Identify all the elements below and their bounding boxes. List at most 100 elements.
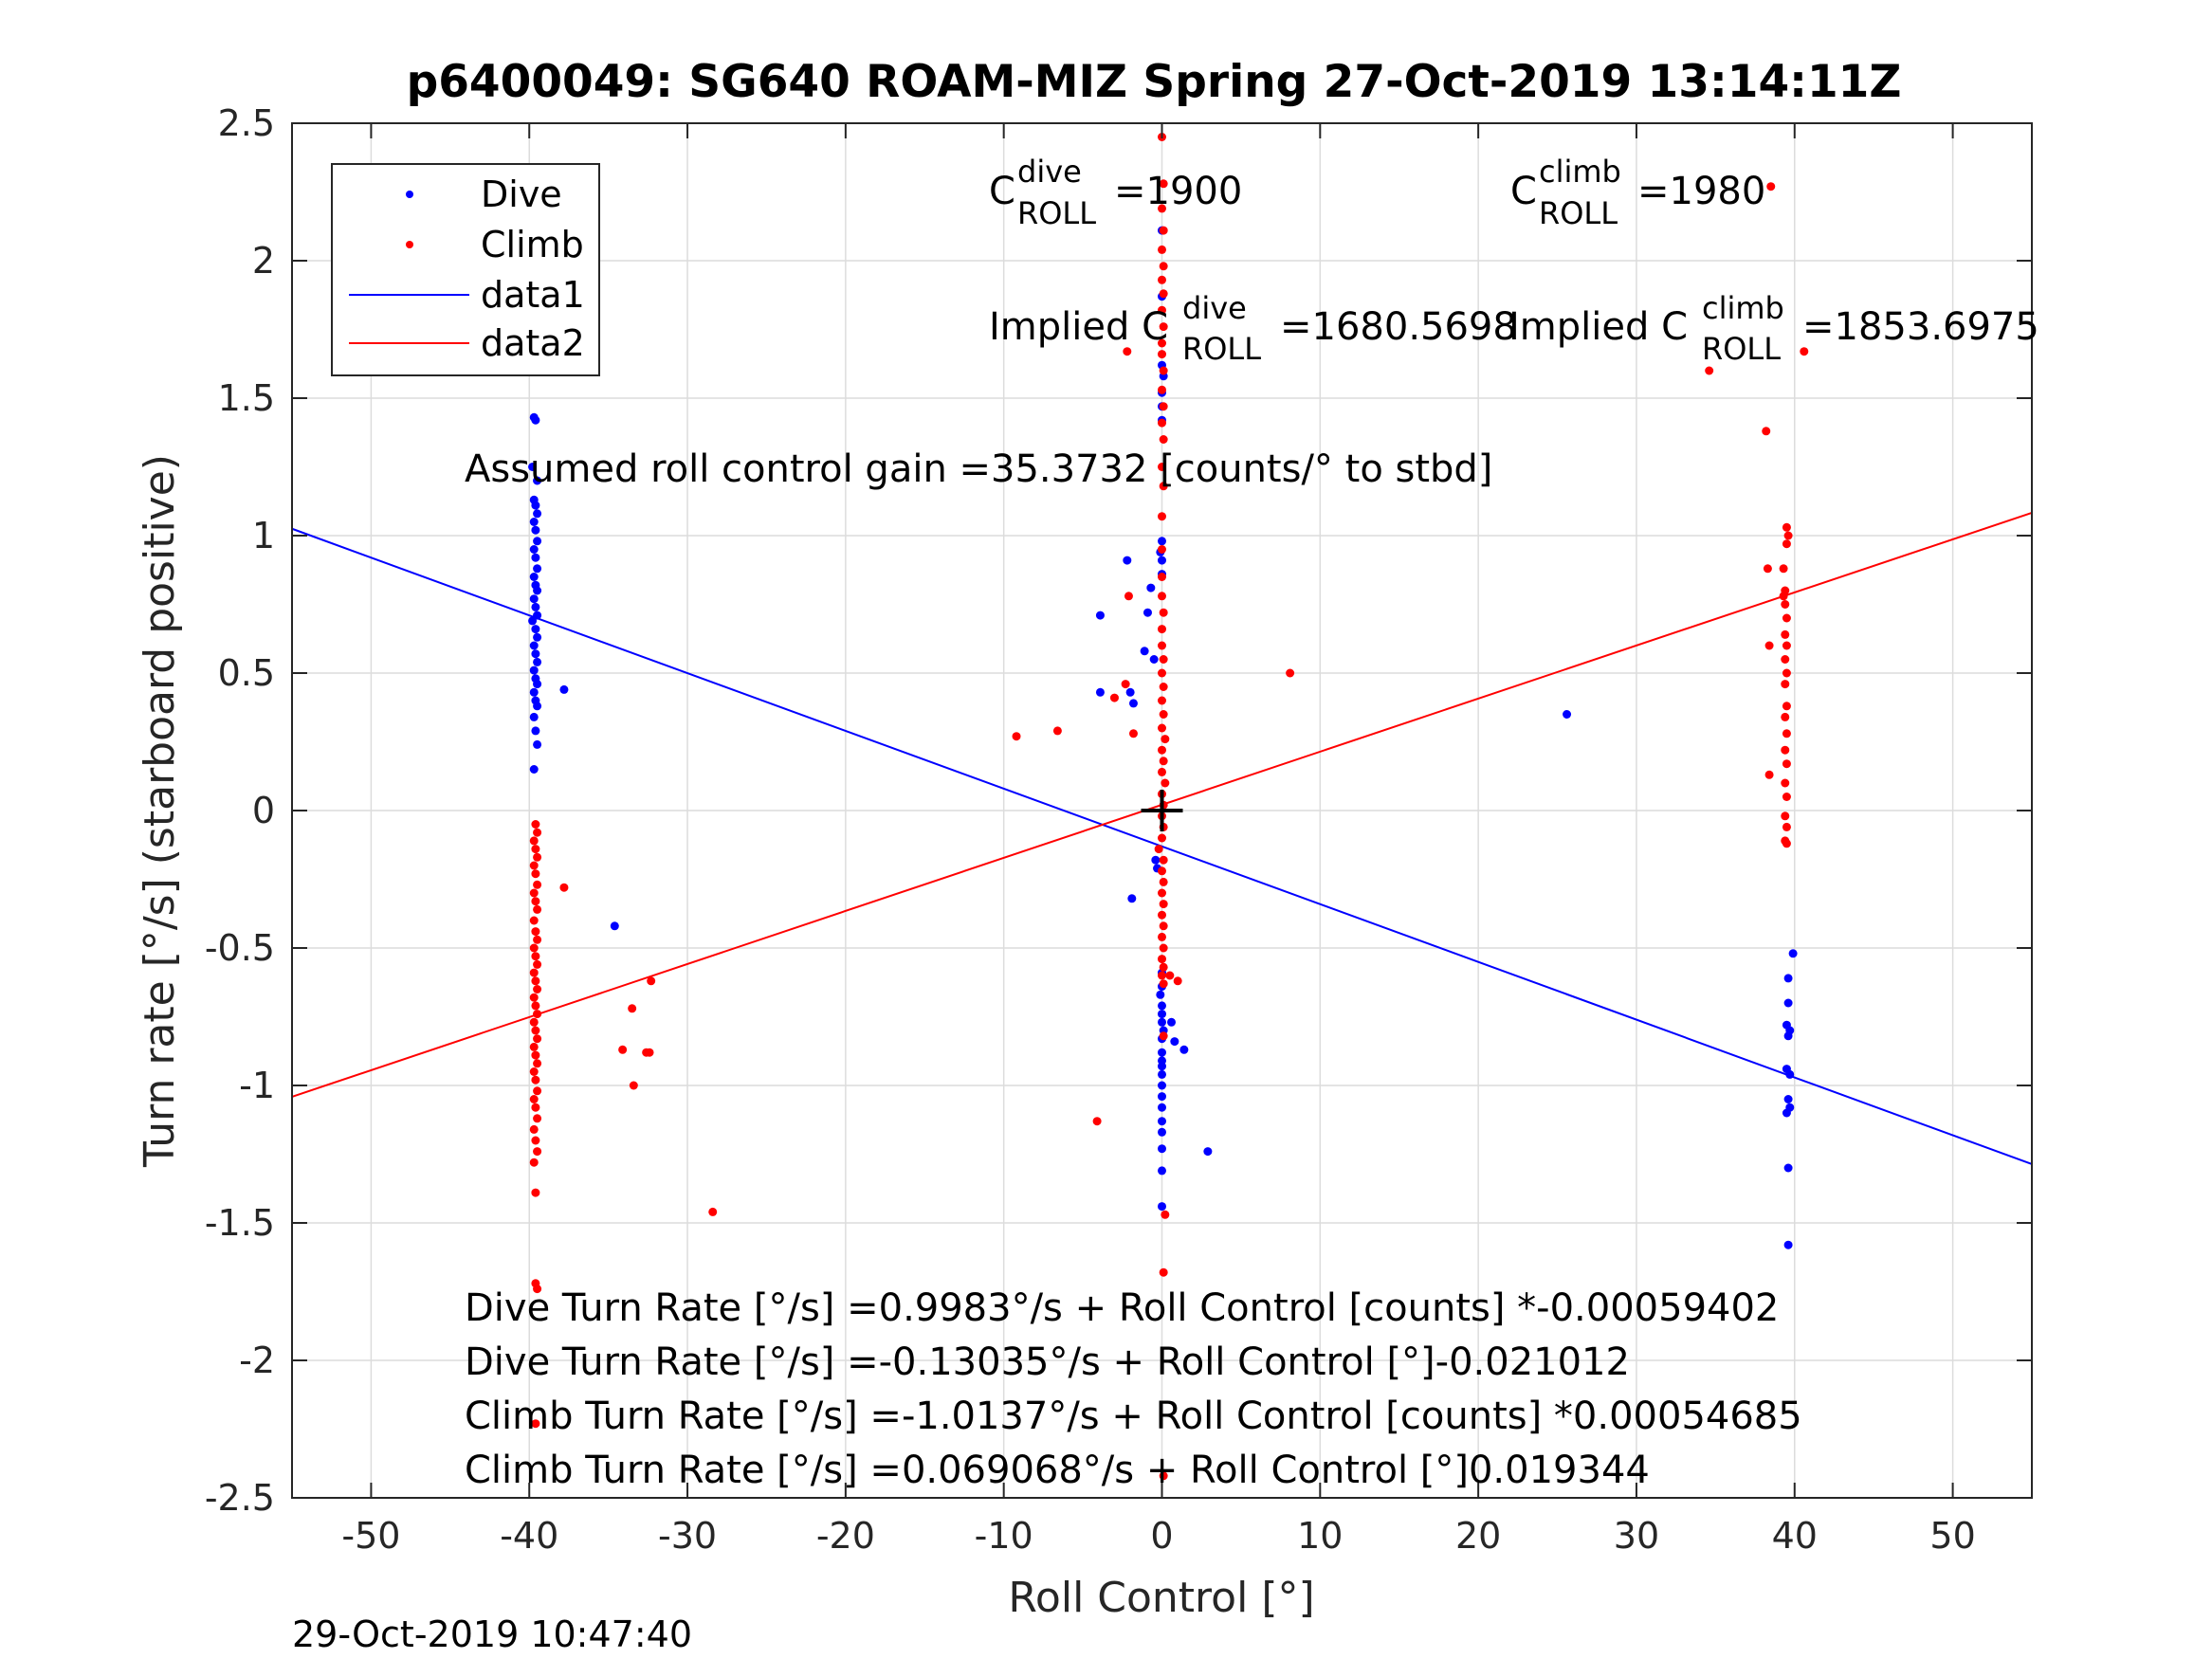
climb-point — [1800, 347, 1809, 356]
y-axis-label: Turn rate [°/s] (starboard positive) — [136, 454, 184, 1168]
climb-point — [1159, 683, 1168, 691]
dive-point — [1158, 1001, 1166, 1011]
c-roll-climb-base: C — [1510, 170, 1537, 213]
climb-point — [1782, 539, 1791, 549]
climb-point — [1161, 1210, 1170, 1219]
climb-point — [1782, 839, 1791, 848]
dive-point — [1783, 974, 1793, 983]
climb-point — [529, 888, 539, 898]
climb-point — [1158, 350, 1166, 359]
climb-point — [1158, 338, 1166, 348]
climb-point — [1173, 976, 1182, 986]
x-tick-label: -10 — [975, 1515, 1033, 1557]
fit-equation-climb-counts: Climb Turn Rate [°/s] =-1.0137°/s + Roll… — [465, 1395, 1802, 1438]
dive-point — [610, 921, 619, 931]
climb-point — [1158, 625, 1166, 634]
dive-point — [528, 463, 538, 471]
dive-point — [1128, 699, 1138, 708]
dive-point — [1095, 687, 1105, 697]
dive-point — [529, 765, 539, 774]
dive-point — [1158, 1166, 1166, 1176]
climb-point — [1123, 347, 1132, 356]
climb-point — [1159, 710, 1168, 719]
axis-ticks — [292, 122, 2032, 1499]
dive-point — [1140, 647, 1149, 656]
dive-point — [533, 509, 542, 519]
x-axis-label: Roll Control [°] — [1008, 1574, 1314, 1622]
climb-point — [533, 985, 542, 994]
climb-point — [1782, 793, 1791, 801]
dive-point — [1095, 611, 1105, 620]
climb-point — [1158, 888, 1166, 898]
climb-point — [1158, 385, 1166, 394]
climb-point — [1705, 366, 1714, 375]
climb-point — [1159, 1267, 1168, 1277]
fit-equations: Dive Turn Rate [°/s] =0.9983°/s + Roll C… — [465, 1286, 1802, 1492]
x-tick-label: -40 — [500, 1515, 558, 1557]
x-tick-label: 50 — [1929, 1515, 1975, 1557]
climb-point — [1782, 759, 1791, 769]
climb-point — [618, 1045, 628, 1054]
dive-point — [529, 518, 539, 526]
x-tick-label: 40 — [1772, 1515, 1818, 1557]
dive-point — [559, 684, 569, 694]
dive-point — [533, 537, 542, 546]
climb-point — [1092, 1117, 1102, 1126]
dive-point — [529, 712, 539, 721]
dive-point — [533, 476, 542, 485]
climb-point — [1159, 1031, 1168, 1041]
dive-point — [1158, 556, 1166, 565]
climb-point — [533, 880, 542, 889]
dive-point — [529, 594, 539, 604]
dive-point — [1158, 1202, 1166, 1212]
dive-point — [1170, 1037, 1179, 1047]
climb-point — [529, 1124, 539, 1134]
climb-point — [1781, 600, 1790, 609]
c-roll-dive-sub: ROLL — [1017, 195, 1096, 231]
climb-point — [1158, 745, 1166, 755]
climb-point — [529, 1095, 539, 1103]
climb-point — [1286, 668, 1295, 678]
dive-point — [1158, 1117, 1166, 1126]
climb-point — [533, 1285, 542, 1294]
dive-point — [1783, 1240, 1793, 1249]
climb-point — [1128, 729, 1138, 738]
dive-point — [529, 687, 539, 697]
climb-point — [1158, 204, 1166, 213]
dive-point — [1783, 1095, 1793, 1103]
legend-dive-label: Dive — [481, 173, 562, 215]
dive-point — [1143, 608, 1152, 617]
climb-point — [1158, 833, 1166, 843]
x-tick-labels: -50 -40 -30 -20 -10 0 10 20 30 40 50 — [341, 1515, 1975, 1557]
climb-point — [1158, 275, 1166, 284]
implied-climb-sup: climb — [1702, 290, 1784, 326]
dive-point — [1149, 655, 1159, 664]
climb-point — [1109, 693, 1119, 702]
dive-point — [528, 616, 538, 626]
climb-point — [1161, 778, 1170, 788]
climb-point — [533, 1059, 542, 1068]
dive-point — [529, 665, 539, 675]
climb-point — [529, 1042, 539, 1051]
implied-climb-prefix: Implied C — [1508, 305, 1688, 349]
climb-point — [531, 1001, 540, 1011]
climb-point — [1159, 289, 1168, 299]
implied-dive-prefix: Implied C — [989, 305, 1168, 349]
climb-point — [1764, 641, 1774, 650]
climb-point — [1158, 866, 1166, 876]
y-tick-label: -2.5 — [205, 1477, 275, 1519]
climb-point — [531, 869, 540, 879]
y-tick-label: -1 — [239, 1065, 275, 1106]
climb-point — [529, 968, 539, 977]
implied-climb-sub: ROLL — [1702, 331, 1781, 367]
climb-point — [1158, 463, 1166, 471]
climb-point — [1159, 757, 1168, 766]
climb-point — [529, 836, 539, 846]
climb-point — [531, 1075, 540, 1085]
dive-point — [1158, 537, 1166, 546]
climb-point — [1781, 745, 1790, 755]
dive-point — [1158, 1010, 1166, 1019]
climb-point — [531, 952, 540, 961]
climb-point — [529, 1067, 539, 1076]
legend-data2-label: data2 — [481, 322, 585, 364]
